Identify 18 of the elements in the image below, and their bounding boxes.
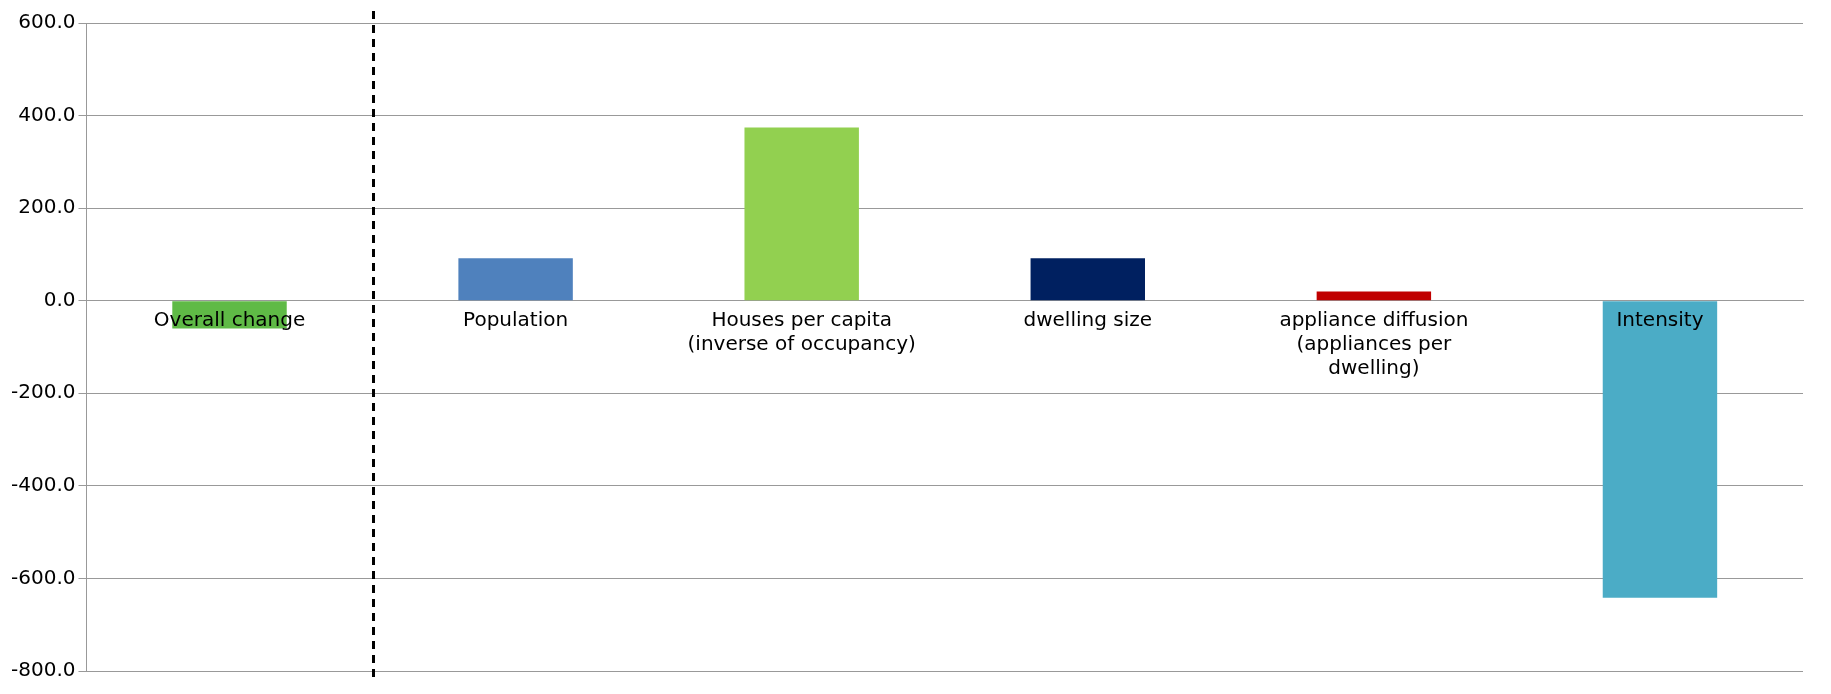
- y-tick-label: -400.0: [10, 472, 76, 497]
- x-tick-label: Population: [463, 306, 569, 331]
- x-tick-label: Houses per capita (inverse of occupancy): [687, 306, 916, 355]
- y-tick-label: -600.0: [10, 564, 76, 589]
- bar: [1602, 301, 1718, 598]
- y-tick-label: 600.0: [18, 9, 76, 34]
- bar: [1316, 291, 1432, 301]
- x-tick-label: dwelling size: [1023, 306, 1153, 331]
- y-tick-label: -200.0: [10, 379, 76, 404]
- bar: [1030, 258, 1145, 301]
- x-tick-label: Intensity: [1616, 306, 1704, 331]
- y-tick-label: 0.0: [43, 286, 76, 311]
- bar: [744, 127, 859, 301]
- y-tick-label: 400.0: [18, 101, 76, 126]
- y-tick-label: 200.0: [18, 194, 76, 219]
- bar: [458, 258, 573, 301]
- x-tick-label: appliance diffusion (appliances per dwelling): [1279, 306, 1469, 379]
- y-tick-label: -800.0: [10, 657, 76, 682]
